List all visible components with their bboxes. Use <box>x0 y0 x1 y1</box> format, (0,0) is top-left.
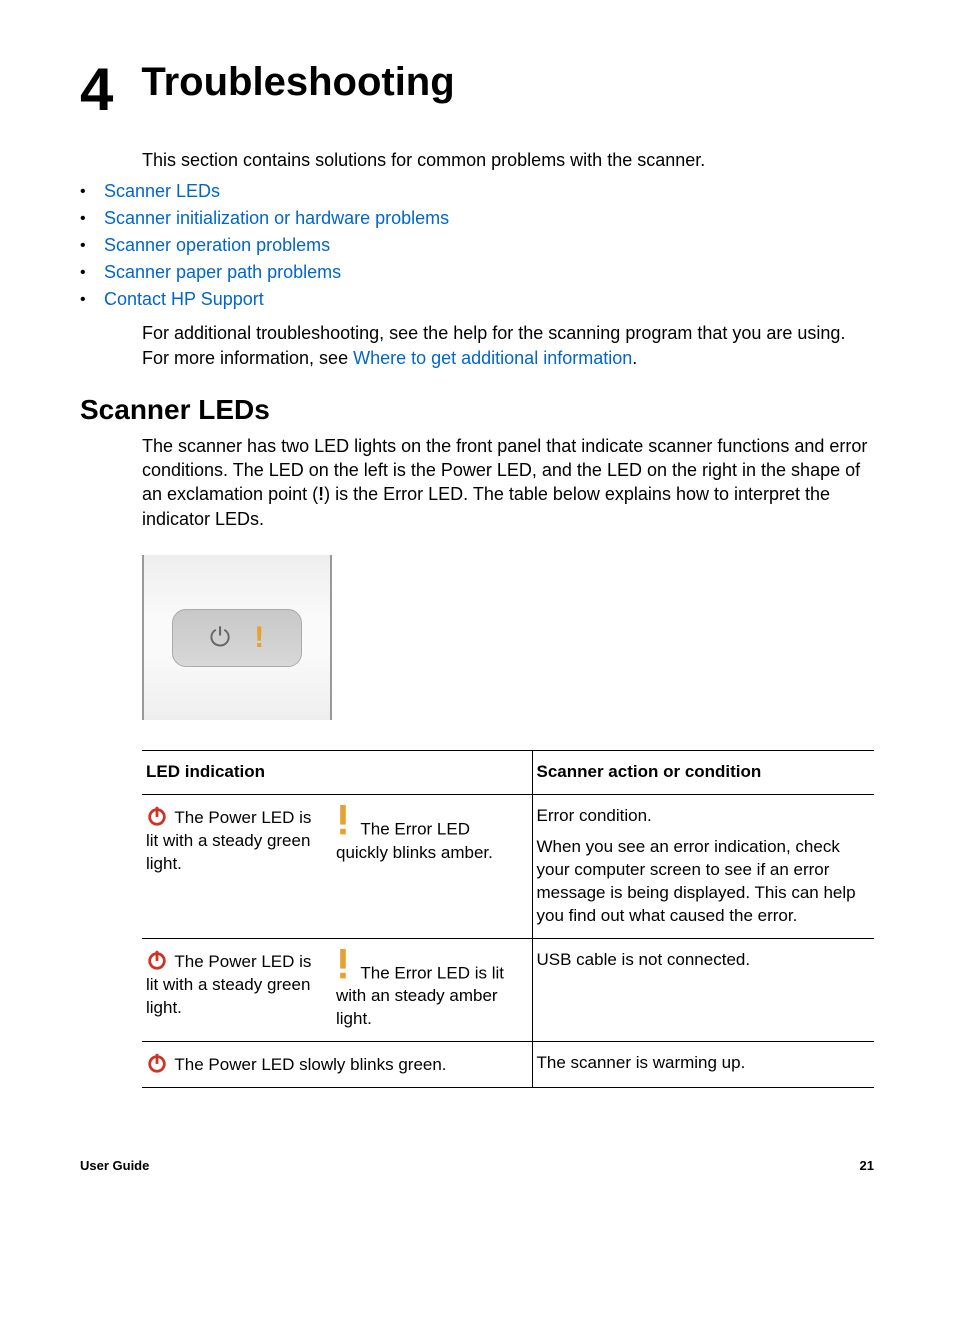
intro-paragraph: This section contains solutions for comm… <box>142 148 874 172</box>
section-paragraph: The scanner has two LED lights on the fr… <box>142 434 874 531</box>
list-item: Scanner operation problems <box>80 232 874 259</box>
error-icon: ! <box>254 621 264 655</box>
link-scanner-leds[interactable]: Scanner LEDs <box>104 178 220 205</box>
cell-text: USB cable is not connected. <box>537 949 867 972</box>
link-contact-support[interactable]: Contact HP Support <box>104 286 264 313</box>
cell-condition: Error condition. When you see an error i… <box>532 795 874 939</box>
footer-title: User Guide <box>80 1158 149 1173</box>
table-row: The Power LED is lit with a steady green… <box>142 938 874 1041</box>
chapter-number: 4 <box>80 60 113 120</box>
chapter-title: Troubleshooting <box>141 60 454 104</box>
link-paper-path[interactable]: Scanner paper path problems <box>104 259 341 286</box>
power-icon <box>146 805 168 827</box>
cell-text: The Power LED slowly blinks green. <box>170 1055 447 1074</box>
led-indication-table: LED indication Scanner action or conditi… <box>142 750 874 1088</box>
error-icon <box>336 949 350 971</box>
cell-power-led: The Power LED is lit with a steady green… <box>142 938 332 1041</box>
power-icon <box>146 1052 168 1074</box>
power-icon <box>146 949 168 971</box>
cell-text: The Error LED quickly blinks amber. <box>336 820 493 862</box>
chapter-header: 4 Troubleshooting <box>80 60 874 120</box>
text-segment: . <box>632 348 637 368</box>
page-footer: User Guide 21 <box>80 1158 874 1173</box>
list-item: Contact HP Support <box>80 286 874 313</box>
cell-text: The Error LED is lit with an steady ambe… <box>336 963 504 1028</box>
error-icon <box>336 805 350 827</box>
section-heading-scanner-leds: Scanner LEDs <box>80 394 874 426</box>
table-header-action: Scanner action or condition <box>532 751 874 795</box>
link-additional-info[interactable]: Where to get additional information <box>353 348 632 368</box>
table-header-led: LED indication <box>142 751 532 795</box>
cell-condition: USB cable is not connected. <box>532 938 874 1041</box>
cell-text: When you see an error indication, check … <box>537 836 867 928</box>
link-scanner-operation[interactable]: Scanner operation problems <box>104 232 330 259</box>
scanner-panel-image: ⏻ ! <box>142 555 332 720</box>
after-links-paragraph: For additional troubleshooting, see the … <box>142 321 874 370</box>
cell-power-led: The Power LED is lit with a steady green… <box>142 795 332 939</box>
cell-condition: The scanner is warming up. <box>532 1042 874 1088</box>
list-item: Scanner paper path problems <box>80 259 874 286</box>
cell-power-led: The Power LED slowly blinks green. <box>142 1042 532 1088</box>
button-panel: ⏻ ! <box>172 609 302 667</box>
toc-link-list: Scanner LEDs Scanner initialization or h… <box>80 178 874 313</box>
cell-text: The Power LED is lit with a steady green… <box>146 952 311 1017</box>
cell-text: The scanner is warming up. <box>537 1052 867 1075</box>
cell-text: Error condition. <box>537 805 867 828</box>
cell-error-led: The Error LED quickly blinks amber. <box>332 795 532 939</box>
cell-text: The Power LED is lit with a steady green… <box>146 808 311 873</box>
power-icon: ⏻ <box>210 622 231 654</box>
table-row: The Power LED slowly blinks green. The s… <box>142 1042 874 1088</box>
link-scanner-init[interactable]: Scanner initialization or hardware probl… <box>104 205 449 232</box>
list-item: Scanner initialization or hardware probl… <box>80 205 874 232</box>
table-row: The Power LED is lit with a steady green… <box>142 795 874 939</box>
cell-error-led: The Error LED is lit with an steady ambe… <box>332 938 532 1041</box>
list-item: Scanner LEDs <box>80 178 874 205</box>
page-number: 21 <box>860 1158 874 1173</box>
